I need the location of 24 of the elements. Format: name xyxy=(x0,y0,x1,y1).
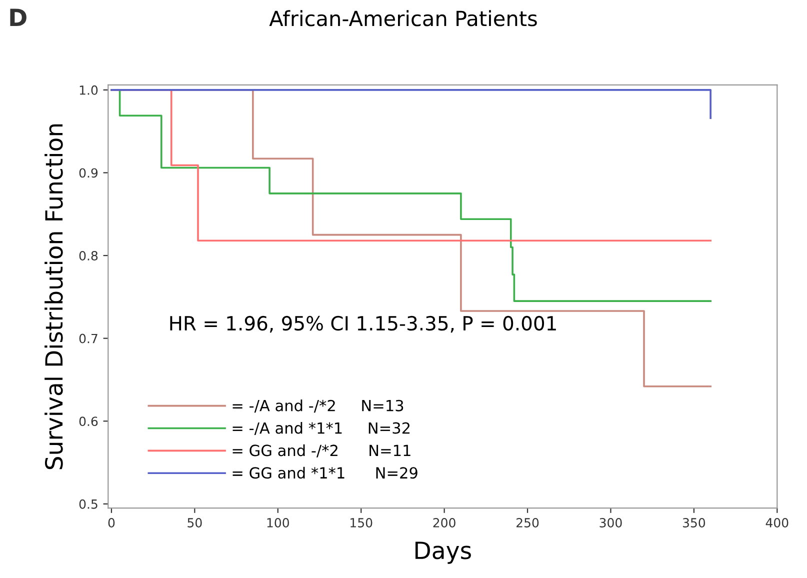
y-tick-label: 0.5 xyxy=(79,499,98,509)
x-tick-label: 200 xyxy=(433,518,456,528)
x-tick-label: 150 xyxy=(350,518,372,528)
x-tick-label: 400 xyxy=(766,518,788,528)
legend-label: = -/A and *1*1 N=32 xyxy=(232,422,410,436)
y-tick-label: 0.6 xyxy=(79,416,98,426)
y-axis-title: Survival Distribution Function xyxy=(44,124,63,470)
x-tick-label: 300 xyxy=(600,518,622,528)
annotation: HR = 1.96, 95% CI 1.15-3.35, P = 0.001 xyxy=(170,316,556,333)
legend-label: = -/A and -/*2 N=13 xyxy=(232,400,404,413)
x-tick-label: 250 xyxy=(516,518,539,528)
x-tick-label: 0 xyxy=(108,518,115,528)
x-tick-label: 100 xyxy=(267,518,289,528)
legend-label: = GG and *1*1 N=29 xyxy=(232,466,418,479)
x-tick-label: 350 xyxy=(682,518,706,528)
y-tick-label: 1.0 xyxy=(80,85,98,95)
y-tick-label: 0.9 xyxy=(79,168,98,178)
x-tick-label: 50 xyxy=(188,518,202,528)
x-axis-title: Days xyxy=(415,542,471,564)
text: D xyxy=(10,8,26,26)
y-tick-label: 0.8 xyxy=(79,251,98,260)
chart-title: African-American Patients xyxy=(269,10,537,26)
legend-label: = GG and -/*2 N=11 xyxy=(232,444,410,458)
y-tick-label: 0.7 xyxy=(79,334,98,344)
